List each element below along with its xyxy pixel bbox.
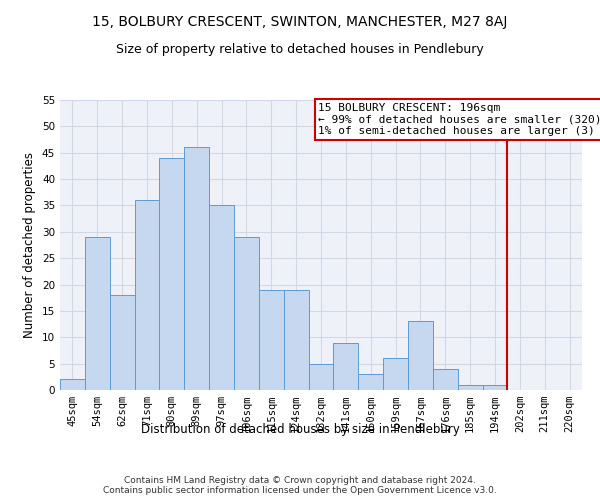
Bar — [482, 384, 508, 390]
Bar — [160, 158, 184, 390]
Bar — [259, 290, 284, 390]
Bar — [110, 295, 134, 390]
Bar — [433, 369, 458, 390]
Bar — [358, 374, 383, 390]
Text: Distribution of detached houses by size in Pendlebury: Distribution of detached houses by size … — [140, 422, 460, 436]
Bar — [308, 364, 334, 390]
Bar — [85, 237, 110, 390]
Bar — [60, 380, 85, 390]
Y-axis label: Number of detached properties: Number of detached properties — [23, 152, 37, 338]
Bar — [408, 322, 433, 390]
Text: 15, BOLBURY CRESCENT, SWINTON, MANCHESTER, M27 8AJ: 15, BOLBURY CRESCENT, SWINTON, MANCHESTE… — [92, 15, 508, 29]
Bar — [334, 342, 358, 390]
Bar — [184, 148, 209, 390]
Bar — [458, 384, 482, 390]
Bar — [209, 206, 234, 390]
Text: 15 BOLBURY CRESCENT: 196sqm
← 99% of detached houses are smaller (320)
1% of sem: 15 BOLBURY CRESCENT: 196sqm ← 99% of det… — [319, 103, 600, 136]
Bar — [134, 200, 160, 390]
Bar — [234, 237, 259, 390]
Bar — [383, 358, 408, 390]
Text: Contains HM Land Registry data © Crown copyright and database right 2024.
Contai: Contains HM Land Registry data © Crown c… — [103, 476, 497, 495]
Text: Size of property relative to detached houses in Pendlebury: Size of property relative to detached ho… — [116, 42, 484, 56]
Bar — [284, 290, 308, 390]
